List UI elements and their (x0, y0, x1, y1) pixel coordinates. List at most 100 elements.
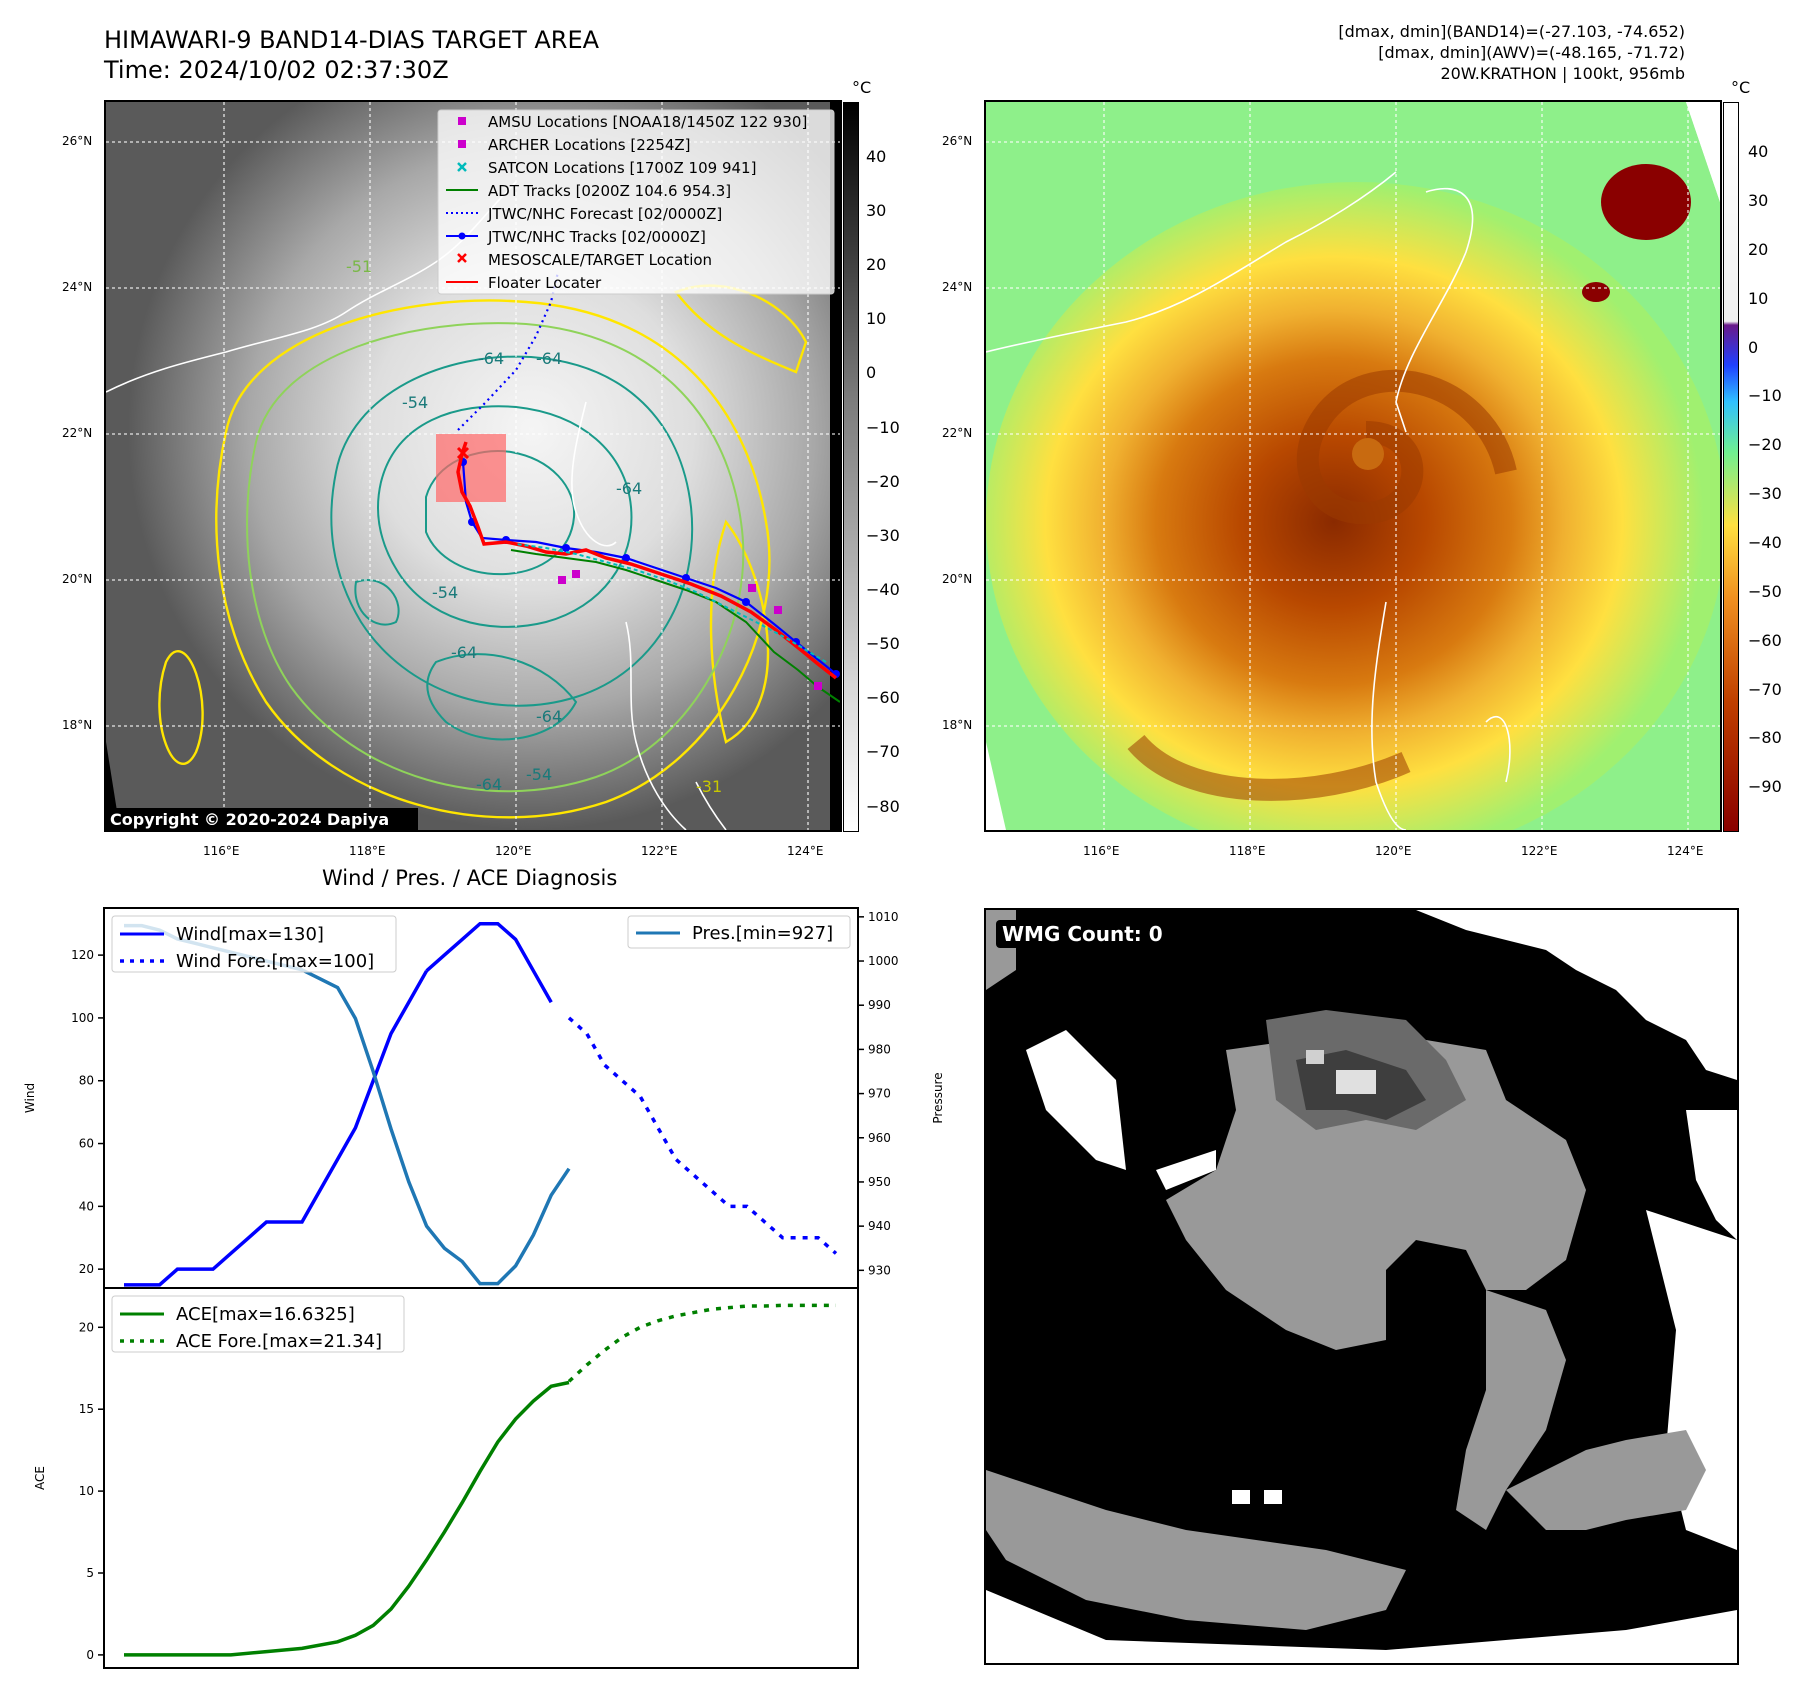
lon-label: 120°E (1375, 844, 1412, 858)
colorbar-color-tick: 40 (1748, 142, 1769, 161)
wind-ytick-label: 120 (71, 948, 94, 962)
colorbar-gray-tick: −50 (866, 634, 900, 653)
ace-legend: ACE[max=16.6325] ACE Fore.[max=21.34] (111, 1295, 405, 1353)
colorbar-color-unit: °C (1731, 78, 1751, 97)
info-storm: 20W.KRATHON | 100kt, 956mb (1440, 64, 1685, 83)
colorbar-gray-tick: −80 (866, 797, 900, 816)
colorbar-gray-tick: −60 (866, 688, 900, 707)
legend-wind-fore: Wind Fore.[max=100] (176, 951, 374, 972)
colorbar-color-tick: −60 (1748, 631, 1782, 650)
floater-track (456, 441, 838, 680)
image-corner (1686, 102, 1720, 202)
contour-label: -54 (526, 765, 552, 784)
series-wind-fore-max-100- (567, 1016, 838, 1255)
lon-label: 118°E (349, 844, 386, 858)
pressure-ytick-label: 930 (868, 1263, 891, 1277)
wmg-dark-regions (1266, 1010, 1466, 1130)
color-map-panel (984, 100, 1722, 832)
colorbar-gray-tick: −30 (866, 526, 900, 545)
wmg-count-label: WMG Count: 0 (1002, 922, 1163, 946)
series-wind-max-130-b (425, 921, 553, 1004)
wmg-white-regions (986, 910, 1737, 1663)
legend-target: MESOSCALE/TARGET Location (488, 251, 712, 269)
lat-label: 26°N (942, 134, 973, 148)
contour-label: -31 (696, 777, 722, 796)
legend-wind: Wind[max=130] (176, 924, 324, 945)
info-band14: [dmax, dmin](BAND14)=(-27.103, -74.652) (1338, 22, 1685, 41)
colorbar-gray-tick: −40 (866, 580, 900, 599)
legend-satcon: SATCON Locations [1700Z 109 941] (488, 159, 756, 177)
colorbar-gray-tick: 40 (866, 147, 887, 166)
colorbar-color-tick: −10 (1748, 386, 1782, 405)
wmg-gray-regions (986, 910, 1706, 1630)
contour-label: -64 (451, 643, 477, 662)
lat-label: 24°N (942, 280, 973, 294)
contour-label: -51 (346, 257, 372, 276)
ace-ytick-label: 20 (79, 1320, 94, 1334)
legend-forecast: JTWC/NHC Forecast [02/0000Z] (487, 205, 722, 223)
lon-label: 116°E (1083, 844, 1120, 858)
pressure-ytick-label: 980 (868, 1042, 891, 1056)
colorbar-gray-tick: 10 (866, 309, 887, 328)
pressure-ytick-label: 970 (868, 1087, 891, 1101)
contour-label: -64 (536, 707, 562, 726)
series-pres-min-927- (124, 923, 571, 1286)
storm-eye (1352, 438, 1384, 470)
contour-label: -54 (402, 393, 428, 412)
lon-label: 122°E (1521, 844, 1558, 858)
colorbar-gray-tick: −20 (866, 472, 900, 491)
spiral-bands (1127, 369, 1517, 801)
hot-spot (1582, 164, 1691, 302)
ace-ytick-label: 5 (86, 1566, 94, 1580)
colorbar-gray-tick: 0 (866, 363, 877, 382)
color-map-svg (986, 102, 1720, 830)
colorbar-color-tick: −90 (1748, 777, 1782, 796)
colorbar-color-tick: −20 (1748, 435, 1782, 454)
wind-ytick-label: 20 (79, 1262, 94, 1276)
wind-ytick-label: 80 (79, 1074, 94, 1088)
colorbar-color-tick: −80 (1748, 728, 1782, 747)
series-ace-max-16-6325- (124, 1380, 570, 1657)
colorbar-color-tick: −50 (1748, 582, 1782, 601)
colorbar-color-tick: −40 (1748, 533, 1782, 552)
colorbar-color-tick: −30 (1748, 484, 1782, 503)
ace-axes-frame (103, 1287, 859, 1669)
lon-label: 118°E (1229, 844, 1266, 858)
pressure-ytick-label: 1000 (868, 954, 899, 968)
lon-label: 120°E (495, 844, 532, 858)
satcon-track (515, 543, 827, 663)
legend-jtwc: JTWC/NHC Tracks [02/0000Z] (487, 228, 706, 246)
ace-ytick-label: 15 (79, 1402, 94, 1416)
time-stamp: Time: 2024/10/02 02:37:30Z (104, 56, 449, 84)
lat-label: 20°N (62, 572, 93, 586)
lat-label: 26°N (62, 134, 93, 148)
ace-ytick-label: 0 (86, 1648, 94, 1662)
colorbar-gray-tick: 30 (866, 201, 887, 220)
wind-ytick-label: 40 (79, 1199, 94, 1213)
contours-lightgreen (246, 322, 745, 793)
pressure-ytick-label: 990 (868, 998, 891, 1012)
contour-label: -64 (478, 349, 504, 368)
series-wind-max-130- (124, 969, 429, 1287)
main-title: HIMAWARI-9 BAND14-DIAS TARGET AREA (104, 26, 600, 54)
contour-label: -64 (536, 349, 562, 368)
wind-ytick-label: 60 (79, 1137, 94, 1151)
lat-label: 24°N (62, 280, 93, 294)
amsu-markers (558, 570, 822, 690)
diagnosis-title: Wind / Pres. / ACE Diagnosis (322, 866, 618, 890)
lat-label: 20°N (942, 572, 973, 586)
series-ace-fore-max-21-34- (567, 1303, 836, 1383)
wind-ylabel: Wind (23, 1083, 37, 1113)
copyright-text: Copyright © 2020-2024 Dapiya (110, 810, 389, 829)
wmg-count-badge: WMG Count: 0 (996, 920, 1169, 948)
lon-label: 124°E (1667, 844, 1704, 858)
legend-floater: Floater Locater (488, 274, 602, 292)
adt-track (510, 549, 840, 703)
ir-map-svg: -64 -64 -54 -54 -64 -64 -64 -54 -64 -51 … (106, 102, 840, 830)
pressure-ytick-label: 960 (868, 1131, 891, 1145)
lon-label: 124°E (787, 844, 824, 858)
ace-ylabel: ACE (33, 1466, 47, 1490)
colorbar-color-tick: 10 (1748, 289, 1769, 308)
map2-grid (986, 102, 1720, 830)
